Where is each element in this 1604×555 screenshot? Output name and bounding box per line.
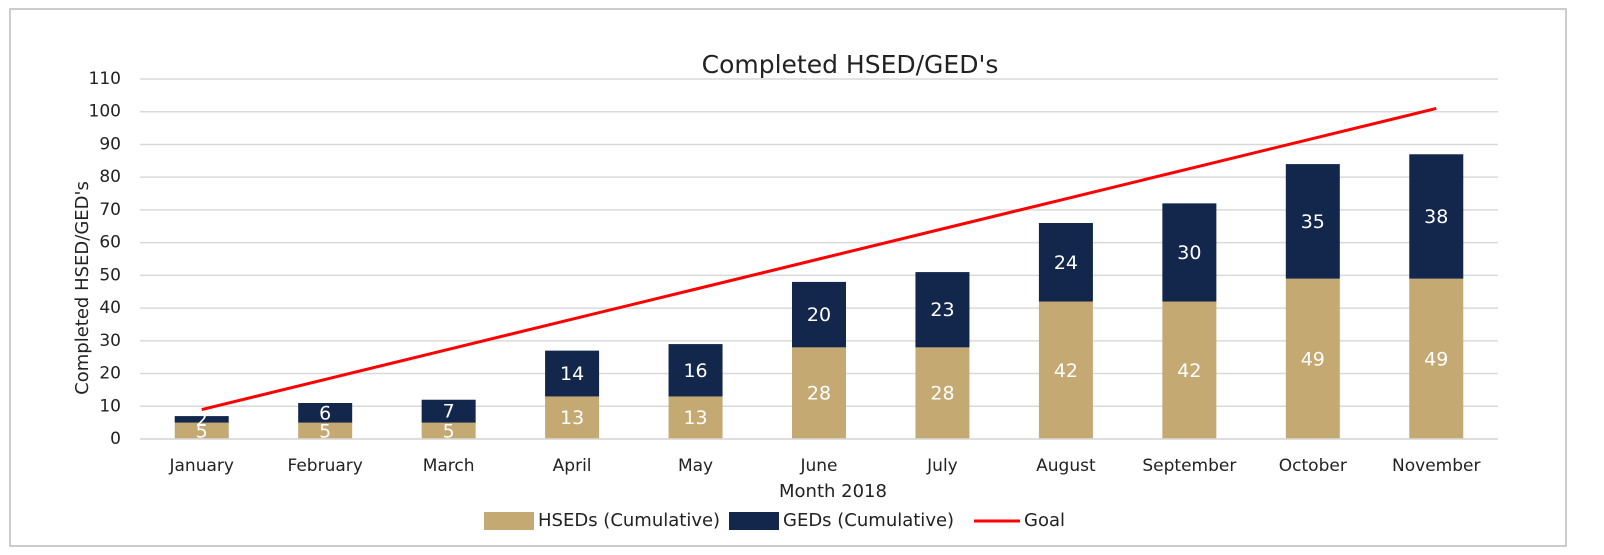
bar-segment [1285, 164, 1340, 279]
data-label: 2 [196, 409, 208, 431]
data-label: 42 [1054, 360, 1078, 382]
legend-label: Goal [1024, 510, 1065, 531]
x-tick-label: August [1036, 456, 1096, 476]
bar-segment [792, 347, 846, 439]
x-tick-label: May [678, 456, 713, 476]
data-label: 20 [807, 304, 831, 326]
bar-segment [668, 344, 723, 397]
data-label: 5 [196, 420, 208, 442]
data-label: 13 [560, 407, 584, 429]
x-tick-label: June [799, 456, 837, 476]
bar-segment [915, 347, 970, 439]
data-label: 7 [443, 401, 455, 423]
data-label: 28 [930, 383, 954, 405]
y-tick-label: 50 [99, 265, 121, 285]
y-tick-label: 40 [99, 298, 121, 318]
bar-segment [792, 281, 846, 348]
x-tick-label: July [926, 456, 958, 476]
data-label: 42 [1177, 360, 1201, 382]
bar-segment [421, 422, 476, 439]
y-tick-label: 10 [99, 396, 121, 416]
bar-segment [1162, 203, 1217, 302]
y-axis-label: Completed HSED/GED's [72, 181, 93, 395]
bar-segment [421, 399, 476, 423]
data-label: 16 [683, 360, 707, 382]
x-tick-label: October [1279, 456, 1347, 476]
data-label: 6 [319, 402, 331, 424]
y-tick-label: 70 [99, 200, 121, 220]
bar-segment [915, 272, 970, 348]
y-tick-label: 90 [99, 134, 121, 154]
data-label: 13 [683, 407, 707, 429]
x-tick-label: February [288, 456, 363, 476]
bar-segment [298, 422, 353, 439]
bar-segment [1285, 278, 1340, 439]
data-label: 49 [1301, 348, 1325, 370]
legend-swatch [729, 512, 779, 530]
data-label: 5 [319, 420, 331, 442]
x-tick-label: March [423, 456, 475, 476]
y-tick-label: 0 [110, 429, 121, 449]
y-tick-label: 20 [99, 364, 121, 384]
legend-swatch [484, 512, 534, 530]
bar-segment [174, 422, 229, 439]
y-tick-label: 60 [99, 233, 121, 253]
x-tick-label: November [1392, 456, 1480, 476]
data-label: 49 [1424, 348, 1448, 370]
data-label: 35 [1301, 211, 1325, 233]
bar-segment [174, 416, 229, 423]
y-tick-label: 100 [89, 102, 121, 122]
bar-segment [545, 396, 600, 439]
bar-segment [1038, 301, 1093, 439]
legend-label: GEDs (Cumulative) [783, 510, 954, 531]
x-tick-label: April [553, 456, 592, 476]
data-label: 24 [1054, 252, 1078, 274]
data-label: 23 [930, 299, 954, 321]
chart-title: Completed HSED/GED's [702, 50, 999, 79]
goal-line [201, 106, 1437, 412]
y-tick-label: 80 [99, 167, 121, 187]
data-label: 38 [1424, 206, 1448, 228]
bar-segment [1162, 301, 1217, 439]
data-label: 5 [443, 420, 455, 442]
x-axis-label: Month 2018 [779, 481, 887, 502]
bar-segment [298, 403, 353, 423]
x-tick-label: January [169, 456, 234, 476]
y-tick-label: 110 [89, 69, 121, 89]
legend-label: HSEDs (Cumulative) [538, 510, 720, 531]
bar-segment [1409, 278, 1464, 439]
data-label: 14 [560, 363, 584, 385]
bar-segment [545, 350, 600, 397]
x-tick-label: September [1142, 456, 1236, 476]
bar-segment [1409, 154, 1464, 279]
bar-segment [668, 396, 723, 439]
data-label: 28 [807, 383, 831, 405]
data-label: 30 [1177, 242, 1201, 264]
y-tick-label: 30 [99, 331, 121, 351]
bar-segment [1038, 223, 1093, 302]
